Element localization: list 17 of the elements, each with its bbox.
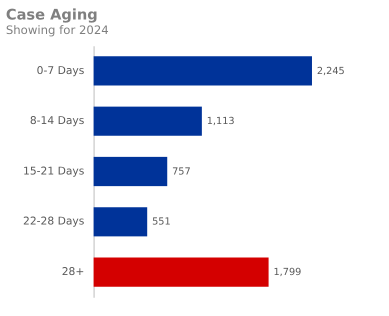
data-label: 1,799 xyxy=(273,267,302,278)
data-label: 1,113 xyxy=(206,116,235,128)
data-label: 551 xyxy=(152,216,171,228)
bar xyxy=(94,207,148,236)
bar xyxy=(94,258,269,287)
chart-subtitle: Showing for 2024 xyxy=(6,23,109,38)
data-label: 2,245 xyxy=(316,66,345,77)
bar xyxy=(94,156,168,186)
y-tick-label: 8-14 Days xyxy=(30,114,85,128)
y-tick-label: 22-28 Days xyxy=(23,214,85,228)
data-label: 757 xyxy=(172,166,191,178)
y-tick-label: 0-7 Days xyxy=(36,64,85,77)
chart-title: Case Aging xyxy=(6,6,98,24)
y-tick-label: 15-21 Days xyxy=(23,164,85,178)
bar xyxy=(94,106,202,136)
bar xyxy=(94,56,312,86)
y-tick-label: 28+ xyxy=(62,265,84,278)
